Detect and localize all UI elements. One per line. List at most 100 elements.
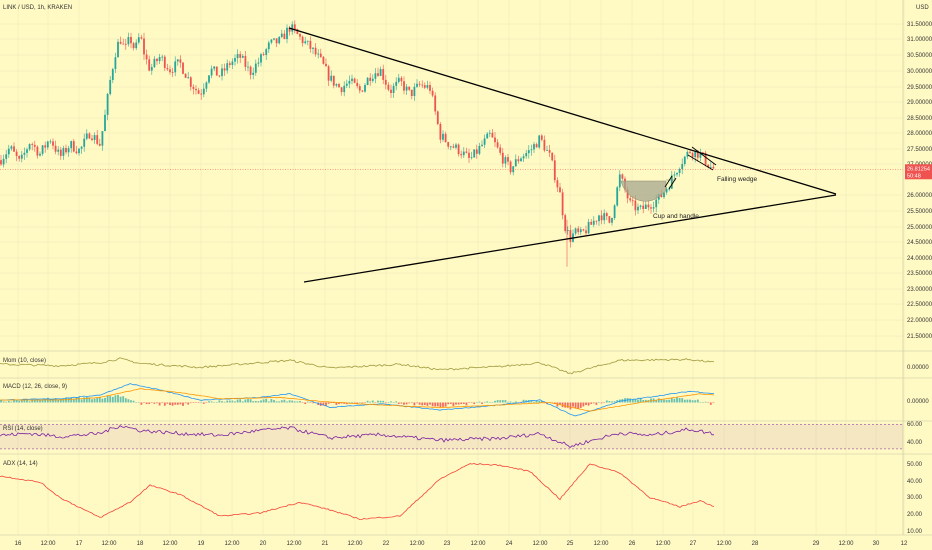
wedge-upper-line[interactable]: [687, 154, 714, 171]
macd-hist-bar: [574, 402, 577, 409]
candle-down: [499, 147, 502, 153]
candle-down: [189, 77, 192, 87]
candle-down: [0, 160, 2, 165]
price-tick-label: 22.00000: [907, 318, 932, 324]
candle-up: [153, 58, 156, 68]
candle-up: [291, 24, 294, 32]
momentum-line: [0, 357, 715, 375]
candle-up: [41, 145, 44, 154]
candle-up: [278, 36, 281, 44]
wedge-lower-line[interactable]: [691, 146, 717, 166]
rsi-pane[interactable]: [0, 423, 903, 450]
macd-hist-bar: [122, 396, 125, 403]
macd-hist-bar: [291, 400, 294, 403]
candle-down: [218, 75, 221, 77]
candle-up: [533, 144, 535, 150]
candle-down: [182, 62, 184, 74]
macd-hist-bar: [423, 402, 426, 406]
macd-hist-bar: [514, 401, 517, 403]
time-tick-label: 12:00: [40, 541, 56, 547]
momentum-pane[interactable]: [0, 357, 715, 375]
candle-down: [179, 59, 182, 63]
candle-up: [449, 146, 452, 148]
adx-pane[interactable]: [0, 462, 715, 521]
time-tick-label: 24: [506, 541, 513, 547]
candle-up: [273, 38, 275, 40]
candle-up: [366, 77, 369, 85]
macd-hist-bar: [564, 402, 567, 408]
candle-down: [262, 54, 265, 56]
lower-trendline[interactable]: [303, 194, 837, 283]
candle-up: [665, 188, 668, 193]
candle-up: [668, 188, 671, 190]
macd-hist-bar: [80, 399, 83, 403]
macd-hist-bar: [590, 402, 593, 404]
macd-hist-bar: [379, 400, 382, 403]
macd-hist-bar: [52, 398, 54, 403]
candle-up: [106, 93, 109, 115]
candle-up: [397, 77, 400, 82]
candle-up: [644, 204, 647, 209]
candle-down: [408, 86, 411, 90]
macd-hist-bar: [280, 400, 283, 403]
macd-hist-bar: [49, 398, 52, 403]
candle-down: [465, 151, 468, 153]
macd-hist-bar: [512, 402, 515, 403]
macd-hist-bar: [522, 399, 525, 403]
macd-hist-bar: [702, 402, 704, 403]
macd-hist-bar: [559, 402, 561, 405]
candle-up: [114, 57, 117, 70]
macd-hist-bar: [468, 402, 470, 403]
candle-down: [309, 40, 312, 49]
candle-up: [574, 228, 577, 234]
macd-hist-bar: [62, 399, 65, 403]
macd-hist-bar: [483, 401, 486, 403]
macd-hist-bar: [278, 401, 281, 403]
candle-down: [468, 152, 470, 158]
macd-hist-bar: [408, 402, 411, 404]
macd-hist-bar: [449, 402, 452, 404]
price-pane[interactable]: [0, 20, 903, 267]
macd-hist-bar: [192, 402, 195, 403]
candle-down: [301, 36, 304, 44]
macd-hist-bar: [683, 399, 686, 403]
macd-hist-bar: [132, 400, 135, 403]
candle-down: [122, 43, 125, 45]
price-tick-label: 26.00000: [907, 193, 932, 199]
macd-histogram: [0, 394, 715, 410]
macd-hist-bar: [455, 402, 457, 405]
macd-hist-bar: [561, 402, 564, 408]
candle-down: [452, 146, 455, 148]
candle-down: [340, 87, 343, 93]
trend-drawings[interactable]: Falling wedge Cup and handle: [288, 27, 837, 283]
macd-hist-bar: [31, 398, 34, 403]
macd-hist-bar: [153, 402, 156, 404]
upper-trendline[interactable]: [288, 27, 837, 195]
candle-down: [166, 67, 169, 70]
macd-pane[interactable]: [0, 383, 715, 417]
macd-hist-bar: [59, 398, 62, 403]
candle-up: [67, 148, 70, 153]
candle-up: [210, 68, 213, 76]
adx-title: ADX (14, 14): [3, 461, 38, 467]
macd-hist-bar: [114, 395, 117, 403]
candle-down: [184, 73, 187, 78]
candle-down: [299, 34, 301, 37]
macd-hist-bar: [322, 402, 325, 406]
cup-handle-shape[interactable]: [620, 180, 667, 202]
candle-up: [579, 229, 582, 233]
macd-hist-bar: [390, 401, 392, 403]
macd-hist-bar: [366, 400, 369, 403]
candle-down: [496, 142, 499, 148]
candle-down: [561, 192, 564, 216]
macd-title: MACD (12, 26, close, 9): [3, 384, 67, 390]
candle-up: [158, 57, 161, 62]
candle-down: [377, 73, 379, 76]
macd-hist-bar: [637, 399, 639, 403]
candle-up: [520, 158, 522, 162]
candle-down: [140, 37, 143, 39]
macd-hist-bar: [244, 399, 247, 403]
last-price-tag-bg: [905, 164, 932, 180]
candle-down: [553, 160, 556, 181]
